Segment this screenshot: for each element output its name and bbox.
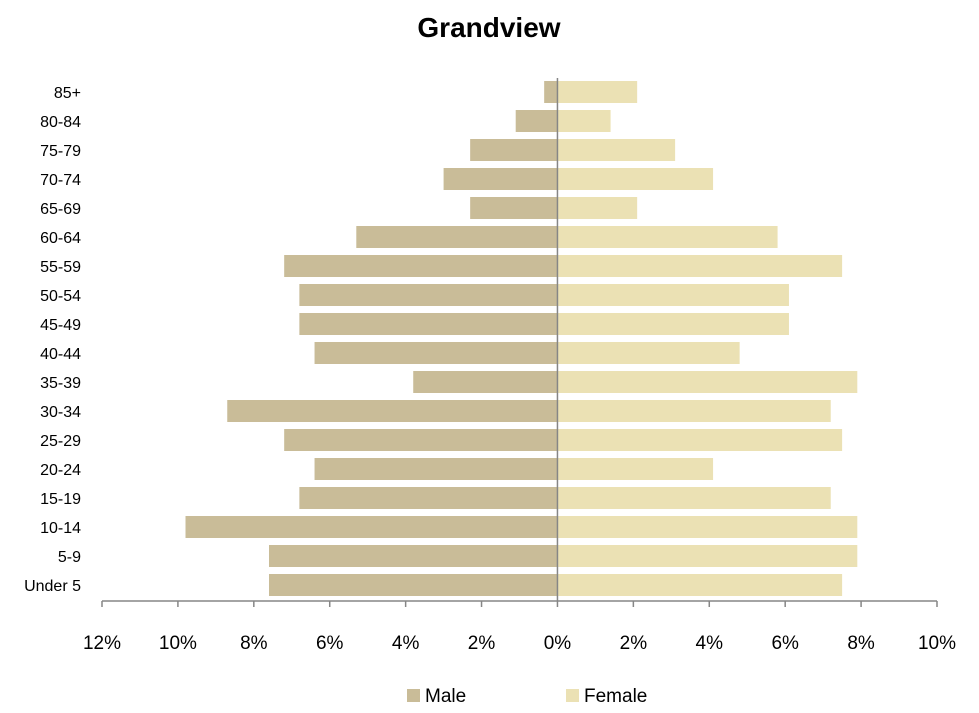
category-label: 10-14: [40, 520, 81, 537]
bar-male: [544, 81, 558, 103]
x-tick-label: 10%: [159, 633, 197, 654]
bar-male: [314, 342, 558, 364]
bar-male: [515, 110, 558, 132]
bar-female: [557, 545, 858, 567]
bar-female: [557, 400, 831, 422]
bar-female: [557, 110, 611, 132]
category-label: 5-9: [58, 549, 81, 566]
category-label: 70-74: [40, 172, 81, 189]
bar-female: [557, 429, 843, 451]
bar-male: [299, 487, 558, 509]
category-label: 15-19: [40, 491, 81, 508]
bar-male: [227, 400, 558, 422]
x-tick-label: 0%: [544, 633, 572, 654]
bar-female: [557, 168, 714, 190]
bar-male: [299, 313, 558, 335]
x-tick-label: 10%: [918, 633, 956, 654]
x-tick-label: 12%: [83, 633, 121, 654]
category-label: 20-24: [40, 462, 81, 479]
axes: [101, 78, 938, 607]
category-label: 30-34: [40, 404, 81, 421]
bar-female: [557, 81, 638, 103]
category-label: Under 5: [24, 578, 81, 595]
x-tick-label: 6%: [316, 633, 344, 654]
bar-female: [557, 313, 789, 335]
legend-male-label: Male: [425, 686, 466, 707]
legend-female-label: Female: [584, 686, 647, 707]
bar-male: [470, 139, 558, 161]
bar-male: [314, 458, 558, 480]
category-label: 65-69: [40, 201, 81, 218]
category-label: 25-29: [40, 433, 81, 450]
category-label: 75-79: [40, 143, 81, 160]
x-tick-label: 8%: [847, 633, 875, 654]
bar-female: [557, 255, 843, 277]
category-label: 80-84: [40, 114, 81, 131]
bar-male: [284, 255, 558, 277]
bar-male: [413, 371, 558, 393]
x-tick-labels: 12% 10% 8% 6% 4% 2% 0% 2% 4% 6% 8% 10%: [83, 633, 956, 654]
bar-male: [269, 545, 558, 567]
legend-male-swatch: [407, 689, 420, 702]
category-label: 50-54: [40, 288, 81, 305]
category-labels: 85+ 80-84 75-79 70-74 65-69 60-64 55-59 50-54 45…: [24, 85, 81, 595]
bar-female: [557, 574, 843, 596]
bar-male: [284, 429, 558, 451]
bar-female: [557, 342, 740, 364]
bar-male: [299, 284, 558, 306]
bar-male: [470, 197, 558, 219]
chart-title: Grandview: [417, 12, 560, 43]
bar-female: [557, 139, 676, 161]
bar-female: [557, 197, 638, 219]
bar-male: [269, 574, 558, 596]
bar-male: [443, 168, 558, 190]
category-label: 40-44: [40, 346, 81, 363]
category-label: 45-49: [40, 317, 81, 334]
x-tick-label: 6%: [771, 633, 799, 654]
category-label: 55-59: [40, 259, 81, 276]
bar-female: [557, 371, 858, 393]
category-label: 85+: [54, 85, 81, 102]
x-tick-label: 2%: [620, 633, 648, 654]
category-label: 35-39: [40, 375, 81, 392]
x-tick-label: 8%: [240, 633, 268, 654]
bar-male: [185, 516, 558, 538]
legend-female-swatch: [566, 689, 579, 702]
legend: Male Female: [407, 686, 647, 707]
bar-female: [557, 458, 714, 480]
bars-group: [185, 81, 858, 596]
x-tick-label: 2%: [468, 633, 496, 654]
bar-female: [557, 226, 778, 248]
bar-female: [557, 487, 831, 509]
x-tick-label: 4%: [696, 633, 724, 654]
category-label: 60-64: [40, 230, 81, 247]
bar-female: [557, 284, 789, 306]
bar-female: [557, 516, 858, 538]
bar-male: [356, 226, 558, 248]
x-tick-label: 4%: [392, 633, 420, 654]
